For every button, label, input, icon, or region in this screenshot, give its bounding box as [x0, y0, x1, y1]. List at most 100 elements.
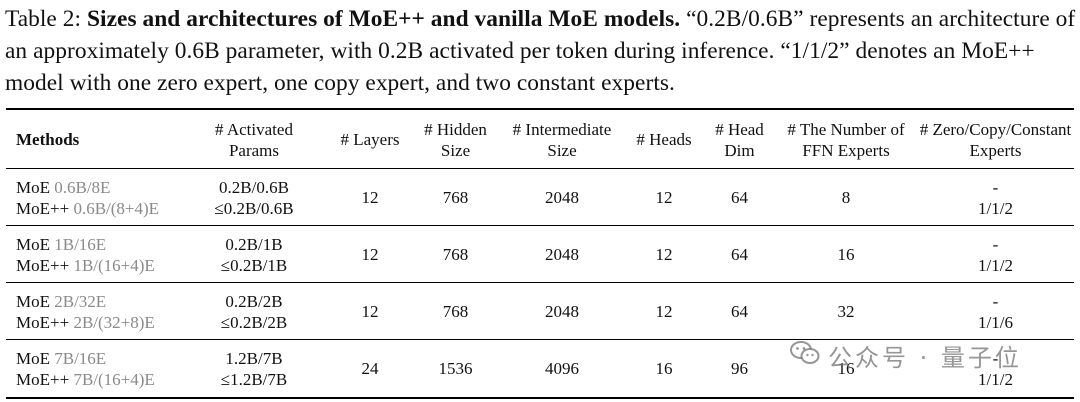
- header-line: # Intermediate: [512, 119, 612, 139]
- zcc-moe: -: [992, 348, 999, 368]
- methods-cell: MoE 0.6B/8E MoE++ 0.6B/(8+4)E: [6, 169, 179, 226]
- watermark: 公众号 · 量子位: [790, 338, 1022, 373]
- method-config: 1B/16E: [54, 234, 107, 254]
- method-config: 0.6B/8E: [54, 177, 111, 197]
- header-line: Dim: [724, 140, 755, 160]
- header-line: # Zero/Copy/Constant: [919, 119, 1072, 139]
- moepp-method: MoE++ 2B/(32+8)E: [16, 312, 179, 333]
- heads-cell: 12: [655, 245, 673, 264]
- hidden-size-cell: 768: [442, 188, 469, 207]
- hidden-size-cell: 768: [442, 302, 469, 321]
- zcc-moe: -: [992, 177, 999, 197]
- activated-params-cell: 0.2B/2B ≤0.2B/2B: [179, 283, 329, 340]
- head-dim-cell: 64: [731, 302, 748, 321]
- intermediate-size-cell: 2048: [545, 245, 579, 264]
- activated-params-cell: 1.2B/7B ≤1.2B/7B: [179, 340, 329, 397]
- col-header-activated-params: # Activated Params: [179, 110, 329, 169]
- heads-cell: 12: [655, 302, 673, 321]
- caption-title: Sizes and architectures of MoE++ and van…: [86, 6, 681, 32]
- layers-cell: 24: [361, 359, 379, 378]
- col-header-head-dim: # Head Dim: [704, 110, 775, 169]
- methods-cell: MoE 7B/16E MoE++ 7B/(16+4)E: [6, 340, 179, 397]
- zero-copy-constant-cell: - 1/1/2: [917, 226, 1074, 283]
- moe-method: MoE 0.6B/8E: [16, 177, 179, 198]
- methods-cell: MoE 2B/32E MoE++ 2B/(32+8)E: [6, 283, 179, 340]
- col-header-hidden-size: # Hidden Size: [411, 110, 500, 169]
- col-header-ffn-experts: # The Number of FFN Experts: [775, 110, 917, 169]
- col-header-heads: # Heads: [636, 130, 692, 149]
- caption-label: Table 2:: [5, 6, 82, 32]
- method-name: MoE++: [16, 312, 70, 332]
- header-line: # Hidden: [424, 119, 487, 139]
- moe-method: MoE 2B/32E: [16, 291, 179, 312]
- hidden-size-cell: 1536: [438, 359, 473, 378]
- activated-moe: 0.2B/1B: [225, 234, 283, 254]
- method-name: MoE: [16, 234, 50, 254]
- zero-copy-constant-cell: - 1/1/2: [917, 169, 1074, 226]
- activated-moepp: ≤1.2B/7B: [220, 369, 288, 389]
- activated-moepp: ≤0.2B/1B: [220, 255, 288, 275]
- method-name: MoE: [16, 348, 50, 368]
- moepp-method: MoE++ 1B/(16+4)E: [16, 255, 179, 276]
- layers-cell: 12: [361, 245, 379, 264]
- wechat-icon: [790, 340, 820, 372]
- row-rule-3: [6, 339, 1074, 340]
- method-config: 2B/(32+8)E: [73, 312, 155, 332]
- activated-moepp: ≤0.2B/2B: [220, 312, 288, 332]
- architecture-table: Methods # Activated Params # Layers # Hi…: [6, 110, 1074, 397]
- heads-cell: 16: [655, 359, 673, 378]
- header-line: # Activated: [215, 119, 293, 139]
- intermediate-size-cell: 2048: [545, 188, 579, 207]
- method-name: MoE++: [16, 255, 70, 275]
- header-line: Size: [547, 140, 577, 160]
- table-row: MoE 0.6B/8E MoE++ 0.6B/(8+4)E 0.2B/0.6B …: [6, 169, 1074, 226]
- heads-cell: 12: [655, 188, 673, 207]
- table-caption: Table 2: Sizes and architectures of MoE+…: [5, 3, 1077, 99]
- zero-copy-constant-cell: - 1/1/2: [917, 340, 1074, 397]
- zcc-moe: -: [992, 234, 999, 254]
- ffn-experts-cell: 16: [837, 359, 855, 378]
- method-config: 0.6B/(8+4)E: [73, 198, 160, 218]
- activated-params-cell: 0.2B/1B ≤0.2B/1B: [179, 226, 329, 283]
- row-rule-1: [6, 225, 1074, 226]
- intermediate-size-cell: 4096: [545, 359, 579, 378]
- zcc-moepp: 1/1/6: [978, 312, 1013, 332]
- method-config: 7B/(16+4)E: [73, 369, 155, 389]
- header-line: # Head: [715, 119, 764, 139]
- layers-cell: 12: [361, 302, 379, 321]
- table-row: MoE 2B/32E MoE++ 2B/(32+8)E 0.2B/2B ≤0.2…: [6, 283, 1074, 340]
- table-bottom-rule: [6, 397, 1074, 399]
- caption-body: “0.2B/0.6B” represents an architecture o…: [5, 6, 1076, 96]
- table-top-rule: [6, 108, 1074, 110]
- activated-moe: 0.2B/0.6B: [219, 177, 289, 197]
- header-line: Params: [228, 140, 280, 160]
- header-line: Size: [440, 140, 471, 160]
- zero-copy-constant-cell: - 1/1/6: [917, 283, 1074, 340]
- moe-method: MoE 7B/16E: [16, 348, 179, 369]
- header-rule: [6, 168, 1074, 169]
- table-row: MoE 7B/16E MoE++ 7B/(16+4)E 1.2B/7B ≤1.2…: [6, 340, 1074, 397]
- intermediate-size-cell: 2048: [545, 302, 579, 321]
- row-rule-2: [6, 282, 1074, 283]
- moepp-method: MoE++ 7B/(16+4)E: [16, 369, 179, 390]
- head-dim-cell: 96: [731, 359, 748, 378]
- activated-moe: 1.2B/7B: [225, 348, 283, 368]
- zcc-moepp: 1/1/2: [978, 369, 1013, 389]
- methods-cell: MoE 1B/16E MoE++ 1B/(16+4)E: [6, 226, 179, 283]
- method-name: MoE++: [16, 369, 70, 389]
- method-config: 7B/16E: [54, 348, 107, 368]
- method-name: MoE++: [16, 198, 70, 218]
- hidden-size-cell: 768: [442, 245, 469, 264]
- method-config: 1B/(16+4)E: [73, 255, 155, 275]
- moe-method: MoE 1B/16E: [16, 234, 179, 255]
- col-header-methods: Methods: [16, 130, 80, 149]
- col-header-zero-copy-constant: # Zero/Copy/Constant Experts: [917, 110, 1074, 169]
- ffn-experts-cell: 32: [837, 302, 855, 321]
- head-dim-cell: 64: [731, 245, 748, 264]
- method-name: MoE: [16, 177, 50, 197]
- ffn-experts-cell: 8: [841, 188, 851, 207]
- watermark-text: 公众号 · 量子位: [828, 344, 1022, 372]
- header-line: FFN Experts: [802, 140, 890, 160]
- layers-cell: 12: [361, 188, 379, 207]
- activated-moepp: ≤0.2B/0.6B: [214, 198, 294, 218]
